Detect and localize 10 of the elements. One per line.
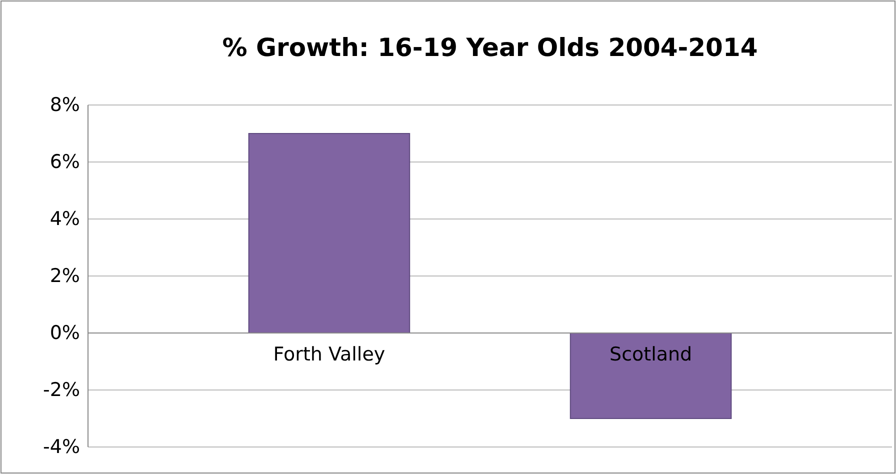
- y-tick-label: 4%: [50, 208, 80, 230]
- x-tick-label: Scotland: [609, 343, 692, 366]
- y-tick-label: -4%: [43, 436, 80, 458]
- y-tick-label: 0%: [50, 322, 80, 344]
- x-tick-label: Forth Valley: [273, 343, 386, 366]
- y-tick-label: 2%: [50, 265, 80, 288]
- y-tick-label: 6%: [50, 151, 80, 174]
- chart-title: % Growth: 16-19 Year Olds 2004-2014: [222, 33, 758, 62]
- y-tick-label: 8%: [50, 94, 80, 116]
- y-tick-label: -2%: [43, 379, 80, 402]
